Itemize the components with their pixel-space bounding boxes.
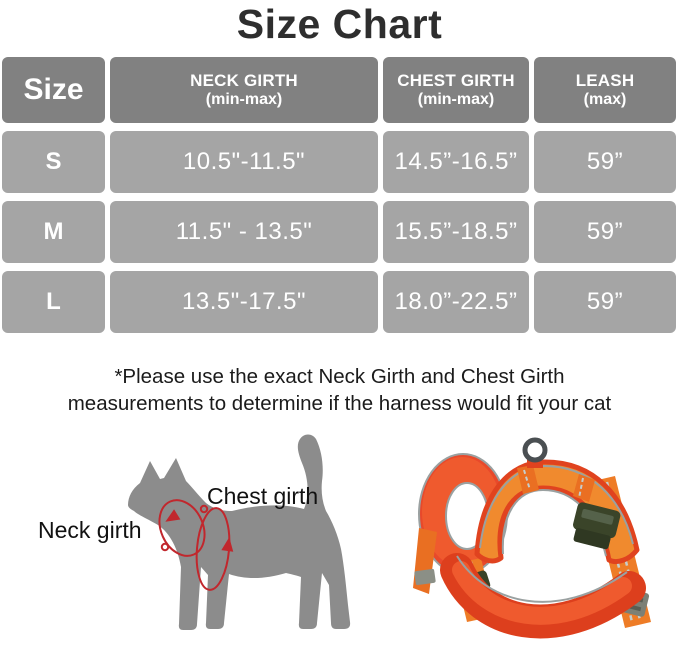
d-ring-icon — [522, 437, 548, 468]
neck-girth-line — [158, 499, 206, 557]
row-m-chest: 15.5”-18.5” — [394, 218, 518, 246]
row-l-size: L — [46, 288, 61, 316]
header-size-label: Size — [23, 72, 84, 106]
harness-left-side-strap — [413, 528, 437, 594]
header-leash-sublabel: (max) — [583, 90, 627, 108]
harness-chest-pad — [440, 553, 646, 639]
row-l-leash: 59” — [586, 288, 624, 316]
row-l-size-cell: L — [2, 271, 105, 333]
chest-girth-arrow — [221, 537, 234, 552]
chest-girth-label: Chest girth — [207, 483, 319, 509]
fit-note: *Please use the exact Neck Girth and Che… — [67, 365, 612, 416]
row-l-neck: 13.5"-17.5" — [182, 288, 306, 316]
header-chest-sublabel: (min-max) — [417, 90, 495, 108]
row-s-neck: 10.5"-11.5" — [182, 148, 306, 176]
header-chest-girth: CHEST GIRTH (min-max) — [383, 57, 529, 123]
row-s-size-cell: S — [2, 131, 105, 193]
row-l-chest-cell: 18.0”-22.5” — [383, 271, 529, 333]
cat-silhouette-illustration — [128, 434, 351, 630]
header-leash-label: LEASH — [575, 71, 635, 91]
row-s-neck-cell: 10.5"-11.5" — [110, 131, 378, 193]
row-s-chest: 14.5”-16.5” — [394, 148, 518, 176]
measurement-diagram: Chest girth Neck girth — [0, 425, 400, 646]
row-m-size-cell: M — [2, 201, 105, 263]
row-l-neck-cell: 13.5"-17.5" — [110, 271, 378, 333]
row-s-size: S — [45, 148, 62, 176]
harness-photo — [413, 432, 677, 646]
row-s-leash-cell: 59” — [534, 131, 676, 193]
neck-girth-label: Neck girth — [38, 517, 142, 543]
header-neck-girth: NECK GIRTH (min-max) — [110, 57, 378, 123]
row-s-chest-cell: 14.5”-16.5” — [383, 131, 529, 193]
header-neck-label: NECK GIRTH — [190, 71, 298, 91]
row-m-chest-cell: 15.5”-18.5” — [383, 201, 529, 263]
neck-girth-arrow — [165, 509, 181, 522]
row-l-chest: 18.0”-22.5” — [394, 288, 518, 316]
row-m-leash: 59” — [586, 218, 624, 246]
harness-buckle-icon — [573, 502, 621, 550]
row-s-leash: 59” — [586, 148, 624, 176]
row-m-neck-cell: 11.5" - 13.5" — [110, 201, 378, 263]
row-m-size: M — [43, 218, 64, 246]
row-l-leash-cell: 59” — [534, 271, 676, 333]
header-chest-label: CHEST GIRTH — [397, 71, 515, 91]
row-m-leash-cell: 59” — [534, 201, 676, 263]
header-size: Size — [2, 57, 105, 123]
row-m-neck: 11.5" - 13.5" — [175, 218, 313, 246]
header-neck-sublabel: (min-max) — [205, 90, 283, 108]
cat-silhouette — [128, 434, 351, 630]
page-title: Size Chart — [236, 1, 443, 47]
harness-illustration — [413, 437, 651, 639]
size-table: Size NECK GIRTH (min-max) CHEST GIRTH (m… — [2, 57, 676, 333]
header-leash: LEASH (max) — [534, 57, 676, 123]
